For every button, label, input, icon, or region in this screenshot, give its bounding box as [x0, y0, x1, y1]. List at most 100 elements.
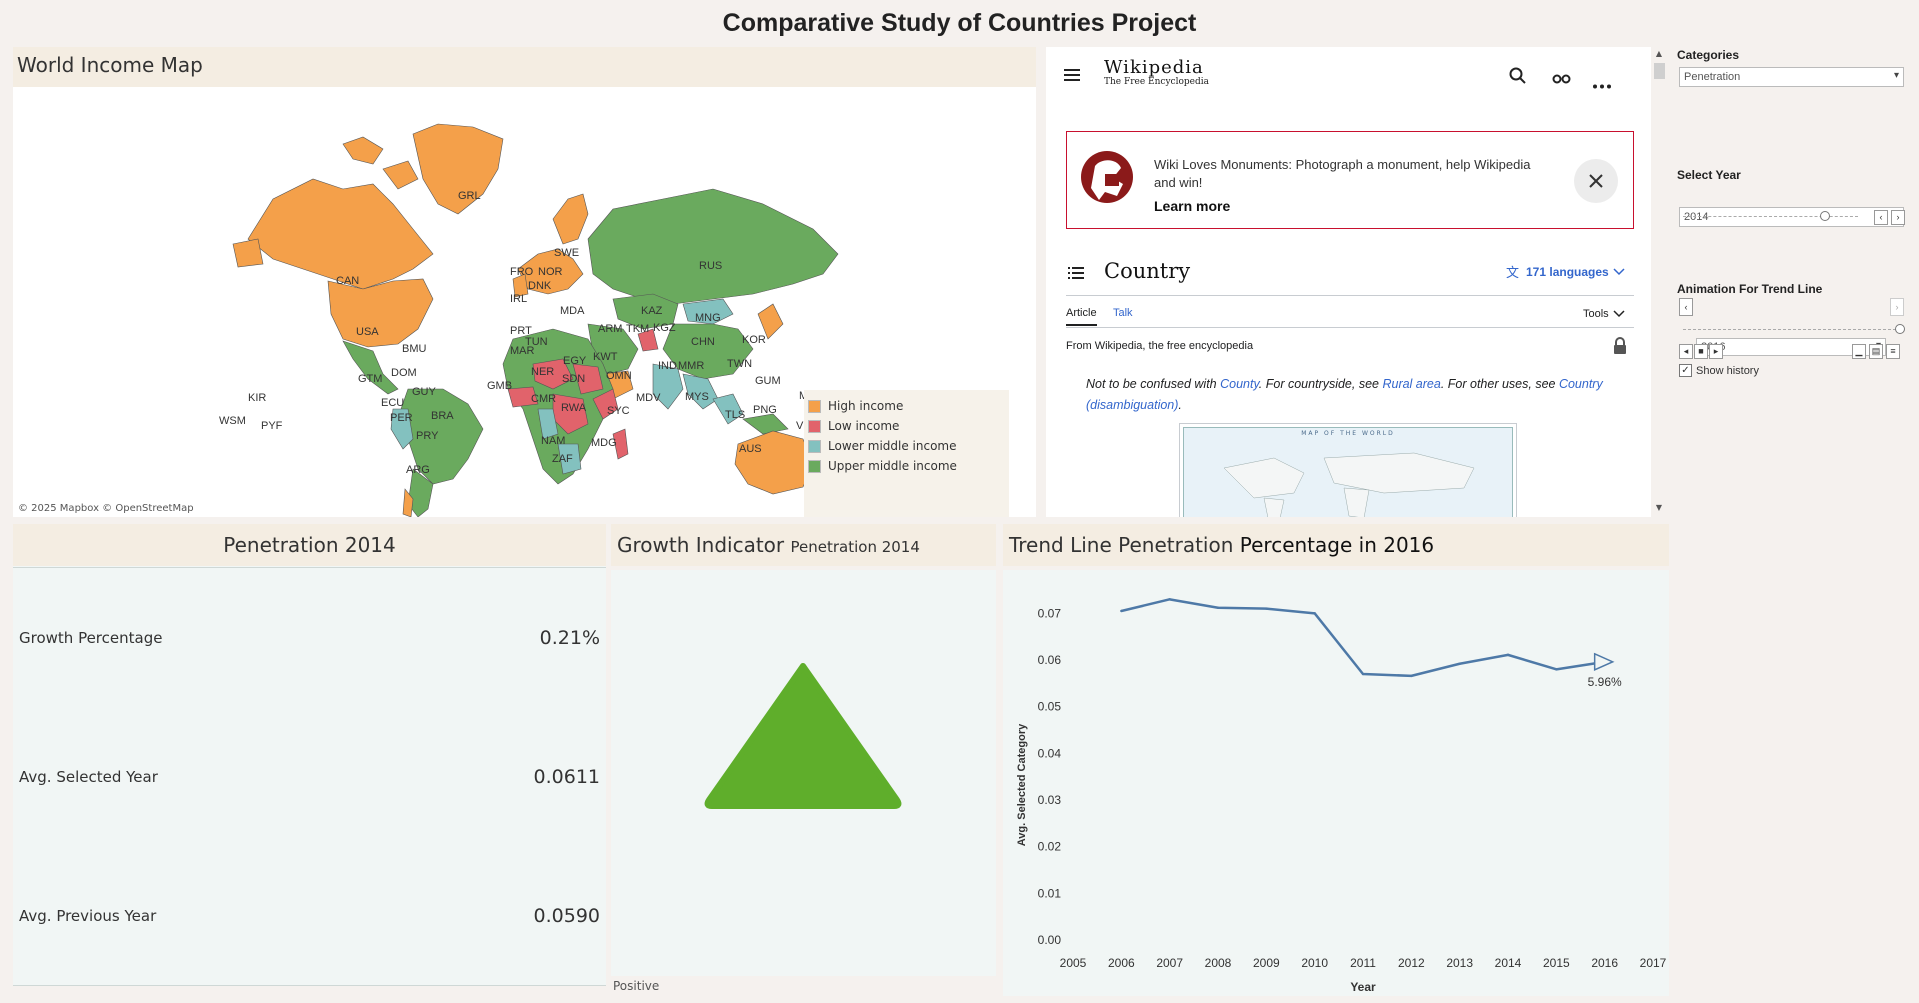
country-mng [682, 298, 734, 325]
trend-chart-area[interactable]: 0.00 0.01 0.02 0.03 0.04 0.05 0.06 0.07 2005 2006… [1003, 570, 1669, 996]
country-rus [587, 188, 839, 305]
search-icon[interactable] [1509, 67, 1527, 89]
categories-value: Penetration [1684, 71, 1741, 83]
legend-swatch [808, 459, 821, 473]
y-tick-label: 0.05 [1038, 700, 1062, 714]
wikipedia-logo[interactable]: Wikipedia The Free Encyclopedia [1104, 57, 1209, 87]
hatnote-text-1: Not to be confused with [1086, 377, 1221, 391]
growth-up-triangle-icon[interactable] [611, 570, 996, 976]
hatnote-text-3: . For other uses, see [1440, 377, 1559, 391]
table-of-contents-icon[interactable] [1068, 265, 1084, 284]
legend-item[interactable]: Lower middle income [808, 436, 1005, 456]
tools-menu[interactable]: Tools [1583, 308, 1625, 320]
data-point [1555, 668, 1558, 671]
wikipedia-scrollbar[interactable]: ▲ ▼ [1651, 47, 1667, 517]
tab-talk[interactable]: Talk [1113, 307, 1133, 319]
playback-back-icon[interactable]: ◂ [1679, 344, 1693, 359]
language-count: 171 languages [1526, 265, 1609, 279]
data-point [1265, 607, 1268, 610]
svg-text:PRT: PRT [510, 325, 532, 337]
close-icon [1589, 174, 1603, 188]
hamburger-menu-icon[interactable] [1064, 67, 1080, 86]
growth-title: Growth Indicator [617, 533, 785, 557]
legend-swatch [808, 399, 821, 413]
svg-text:TLS: TLS [725, 409, 745, 421]
language-selector[interactable]: 文 171 languages [1506, 265, 1625, 279]
svg-text:CMR: CMR [531, 393, 556, 405]
legend-label: Upper middle income [828, 459, 957, 473]
svg-text:MDA: MDA [560, 305, 585, 317]
svg-text:BMU: BMU [402, 343, 427, 355]
rural-area-link[interactable]: Rural area [1382, 377, 1441, 391]
data-point [1313, 612, 1316, 615]
kpi-label: Avg. Previous Year [19, 907, 157, 925]
show-history-checkbox[interactable]: ✓ Show history [1679, 364, 1759, 377]
data-point [1168, 598, 1171, 601]
scroll-up-arrow-icon[interactable]: ▲ [1655, 49, 1663, 58]
chevron-down-icon [1613, 268, 1625, 276]
y-tick-label: 0.04 [1038, 746, 1062, 760]
legend-item[interactable]: High income [808, 396, 1005, 416]
title-divider [1066, 295, 1634, 296]
preferences-icon[interactable] [1552, 70, 1572, 89]
svg-text:KOR: KOR [742, 334, 766, 346]
hatnote: Not to be confused with County. For coun… [1086, 374, 1626, 416]
checkbox-check-icon: ✓ [1679, 364, 1692, 377]
tab-article[interactable]: Article [1066, 307, 1097, 326]
svg-text:NAM: NAM [541, 435, 565, 447]
categories-label: Categories [1677, 48, 1740, 62]
x-tick-label: 2014 [1495, 956, 1522, 970]
animation-slider-handle[interactable] [1895, 324, 1905, 334]
select-year-slider-track[interactable] [1683, 216, 1858, 219]
learn-more-link[interactable]: Learn more [1154, 198, 1231, 214]
svg-text:TWN: TWN [727, 358, 752, 370]
x-tick-label: 2009 [1253, 956, 1280, 970]
playback-forward-icon[interactable]: ▸ [1709, 344, 1723, 359]
svg-text:TKM: TKM [626, 323, 649, 335]
kpi-row-selected-year: Avg. Selected Year 0.0611 [13, 709, 606, 845]
data-point [1506, 653, 1510, 657]
x-tick-label: 2007 [1156, 956, 1183, 970]
x-tick-label: 2010 [1301, 956, 1328, 970]
categories-dropdown[interactable]: Penetration ▾ [1679, 67, 1904, 87]
animation-label: Animation For Trend Line [1677, 282, 1823, 296]
growth-subtitle: Penetration 2014 [790, 538, 920, 556]
svg-text:NER: NER [531, 366, 554, 378]
scroll-down-arrow-icon[interactable]: ▼ [1655, 503, 1663, 512]
svg-text:MAR: MAR [510, 345, 535, 357]
select-year-slider-handle[interactable] [1820, 211, 1830, 221]
legend-item[interactable]: Upper middle income [808, 456, 1005, 476]
hatnote-text-2: . For countryside, see [1258, 377, 1383, 391]
playback-stop-icon[interactable]: ■ [1694, 344, 1708, 359]
animation-prev-button[interactable]: ‹ [1679, 298, 1693, 316]
speed-slow-icon[interactable]: ▁ [1852, 344, 1866, 359]
svg-text:MDG: MDG [591, 437, 617, 449]
speed-medium-icon[interactable]: ▤ [1869, 344, 1883, 359]
thumbnail-caption: MAP OF THE WORLD [1301, 430, 1395, 437]
more-options-icon[interactable] [1593, 74, 1611, 93]
close-banner-button[interactable] [1574, 159, 1618, 203]
data-point [1216, 606, 1220, 609]
x-tick-label: 2005 [1060, 956, 1087, 970]
speed-fast-icon[interactable]: ≡ [1886, 344, 1900, 359]
kpi-row-previous-year: Avg. Previous Year 0.0590 [13, 848, 606, 984]
animation-next-button[interactable]: › [1890, 298, 1904, 316]
svg-text:KGZ: KGZ [653, 322, 676, 334]
select-year-prev-button[interactable]: ‹ [1874, 210, 1888, 225]
country-aus [734, 430, 814, 495]
legend-item[interactable]: Low income [808, 416, 1005, 436]
svg-text:MMR: MMR [678, 360, 704, 372]
select-year-next-button[interactable]: › [1891, 210, 1905, 225]
svg-text:RUS: RUS [699, 260, 722, 272]
select-year-input[interactable]: 2014 [1679, 207, 1904, 227]
scrollbar-thumb[interactable] [1654, 63, 1665, 79]
animation-slider-track[interactable] [1683, 329, 1896, 332]
world-map-thumbnail[interactable]: MAP OF THE WORLD [1179, 423, 1517, 517]
svg-text:GUY: GUY [412, 386, 437, 398]
dashboard-title: Comparative Study of Countries Project [722, 9, 1197, 37]
county-link[interactable]: County [1220, 377, 1259, 391]
country-ind [652, 363, 684, 410]
country-disambiguation-link[interactable]: Country (disambiguation) [1086, 377, 1603, 412]
trend-series-line [1121, 598, 1605, 678]
kpi-divider [13, 567, 606, 568]
